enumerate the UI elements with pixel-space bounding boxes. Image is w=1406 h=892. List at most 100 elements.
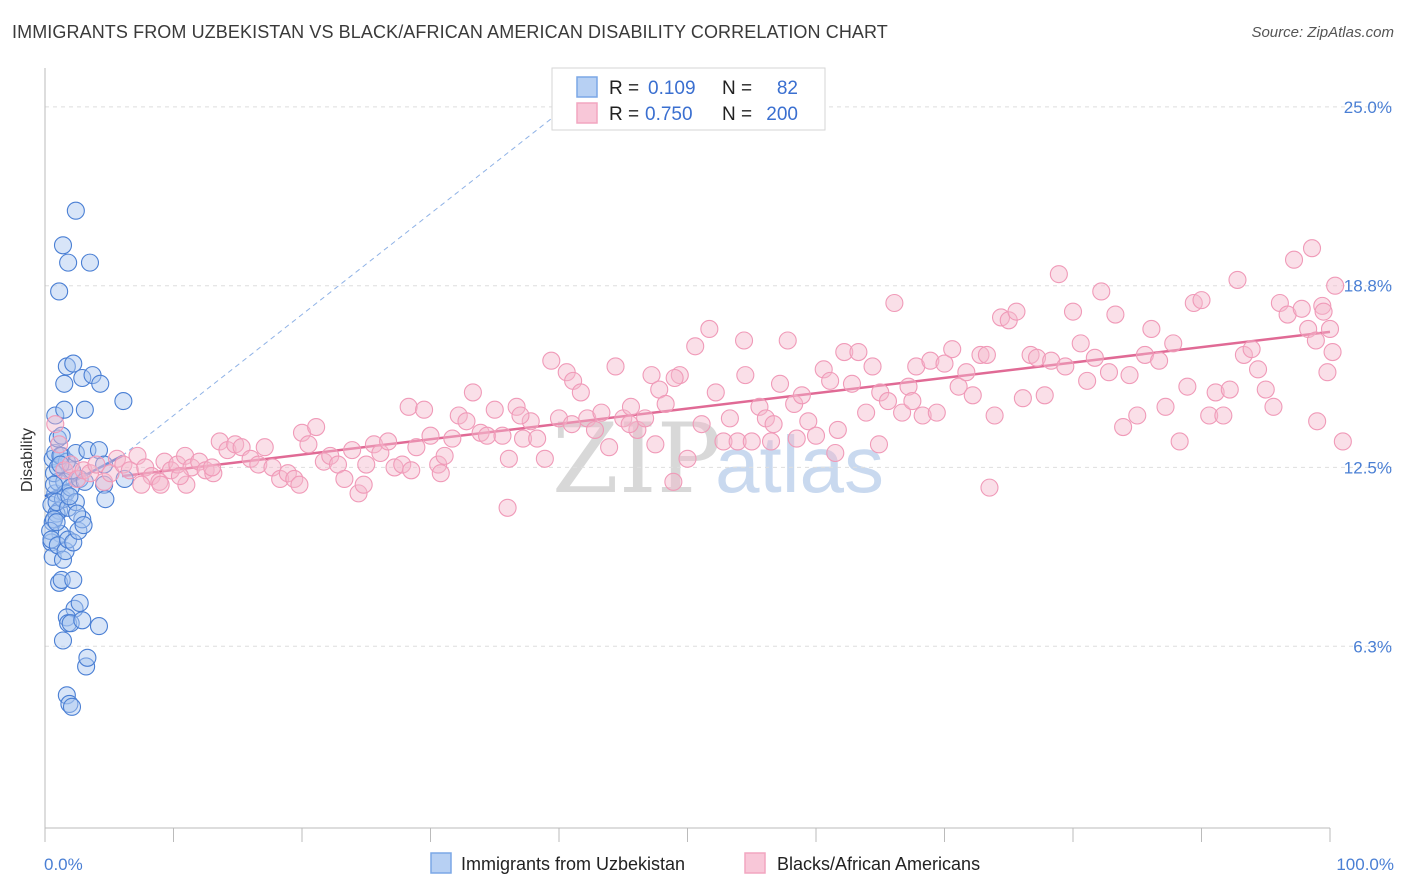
point-black xyxy=(1264,397,1283,416)
point-black xyxy=(511,406,530,425)
point-black xyxy=(498,498,517,517)
point-black xyxy=(402,461,421,480)
point-uzbekistan xyxy=(60,487,79,506)
point-uzbekistan xyxy=(55,374,74,393)
point-black xyxy=(826,443,845,463)
point-black xyxy=(985,406,1004,425)
point-black xyxy=(670,366,689,385)
point-black xyxy=(493,426,512,445)
point-black xyxy=(290,475,309,494)
point-black xyxy=(255,438,274,457)
point-black xyxy=(421,426,440,445)
point-black xyxy=(50,435,69,454)
point-black xyxy=(828,420,847,439)
point-black xyxy=(646,435,665,454)
point-black xyxy=(606,357,625,376)
point-black xyxy=(913,406,932,425)
point-black xyxy=(1056,357,1075,376)
point-uzbekistan xyxy=(44,475,64,494)
point-black xyxy=(307,417,326,437)
point-black xyxy=(903,392,922,411)
point-black xyxy=(927,403,946,422)
point-uzbekistan xyxy=(50,573,69,592)
y-tick-label: 12.5% xyxy=(1344,458,1392,477)
point-black xyxy=(863,357,882,376)
point-uzbekistan xyxy=(75,400,94,419)
y-tick-label: 6.3% xyxy=(1353,637,1392,656)
point-black xyxy=(1142,319,1161,339)
point-black xyxy=(379,432,398,451)
point-uzbekistan xyxy=(73,510,92,529)
point-uzbekistan xyxy=(60,694,79,714)
point-black xyxy=(299,435,318,454)
point-black xyxy=(642,366,661,385)
legend-r-value-2: 0.750 xyxy=(645,104,693,125)
point-black xyxy=(1206,383,1225,402)
point-black xyxy=(477,426,497,445)
point-black xyxy=(692,415,711,434)
x-tick-label: 100.0% xyxy=(1336,855,1394,874)
point-black xyxy=(1150,351,1169,370)
axes: 6.3% 12.5% 18.8% 25.0% 0.0% 100.0% xyxy=(44,68,1394,874)
point-black xyxy=(443,429,462,448)
point-black xyxy=(1306,331,1325,350)
point-black xyxy=(592,403,611,422)
point-black xyxy=(170,467,189,486)
point-uzbekistan xyxy=(64,570,83,589)
point-uzbekistan xyxy=(62,697,82,716)
point-black xyxy=(1114,417,1133,437)
point-black xyxy=(46,415,65,434)
point-black xyxy=(204,464,223,483)
point-black xyxy=(736,366,755,385)
point-black xyxy=(849,342,868,362)
point-black xyxy=(787,429,806,448)
point-black xyxy=(1106,305,1125,324)
y-tick-label: 18.8% xyxy=(1344,277,1392,296)
point-black xyxy=(792,386,811,405)
bottom-legend: Immigrants from Uzbekistan Blacks/Africa… xyxy=(430,852,980,874)
point-black xyxy=(1078,371,1097,390)
point-black xyxy=(869,435,889,454)
point-black xyxy=(1333,432,1352,451)
source-label: Source: ZipAtlas.com xyxy=(1251,24,1394,41)
point-black xyxy=(750,397,769,416)
point-black xyxy=(463,383,482,402)
point-black xyxy=(1085,348,1104,367)
y-tick-label: 25.0% xyxy=(1344,98,1392,117)
point-black xyxy=(949,377,968,396)
point-black xyxy=(1323,342,1342,362)
point-black xyxy=(1284,250,1304,269)
point-black xyxy=(343,441,362,460)
point-black xyxy=(821,371,840,390)
point-uzbekistan xyxy=(73,368,92,388)
point-black xyxy=(842,374,862,393)
x-tick-label: 0.0% xyxy=(44,855,83,874)
trend-line-black xyxy=(121,330,1331,478)
point-black xyxy=(899,377,918,396)
point-black xyxy=(1192,291,1211,310)
point-black xyxy=(1164,334,1183,353)
point-black xyxy=(935,354,954,373)
point-black xyxy=(357,455,376,474)
point-black xyxy=(1292,299,1311,318)
point-black xyxy=(734,331,754,350)
point-black xyxy=(664,472,683,491)
point-black xyxy=(431,464,450,483)
point-uzbekistan xyxy=(74,516,93,535)
bottom-legend-swatch-black xyxy=(744,852,766,874)
point-uzbekistan xyxy=(73,611,92,630)
point-black xyxy=(1214,406,1233,425)
point-black xyxy=(521,412,540,431)
point-black xyxy=(1308,412,1327,431)
point-black xyxy=(857,403,876,422)
point-black xyxy=(1063,302,1083,321)
point-black xyxy=(1248,360,1268,379)
point-black xyxy=(349,484,368,503)
point-uzbekistan xyxy=(64,533,83,552)
point-black xyxy=(1007,302,1026,321)
point-uzbekistan xyxy=(61,614,80,633)
point-black xyxy=(778,331,797,350)
point-black xyxy=(415,400,434,419)
point-black xyxy=(1099,363,1119,382)
y-axis-title: Disability xyxy=(19,428,36,492)
